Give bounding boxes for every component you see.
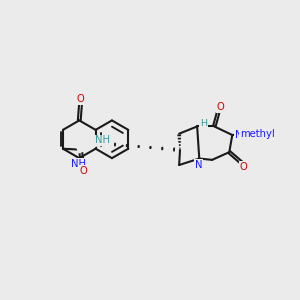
Text: NH: NH — [95, 136, 110, 146]
Text: O: O — [240, 162, 247, 172]
Text: O: O — [77, 94, 84, 104]
Text: methyl: methyl — [240, 129, 274, 139]
Text: N: N — [235, 130, 242, 140]
Text: H: H — [200, 119, 207, 128]
Text: O: O — [216, 102, 224, 112]
Text: NH: NH — [71, 159, 86, 169]
Text: O: O — [80, 166, 88, 176]
Text: N: N — [195, 160, 202, 170]
